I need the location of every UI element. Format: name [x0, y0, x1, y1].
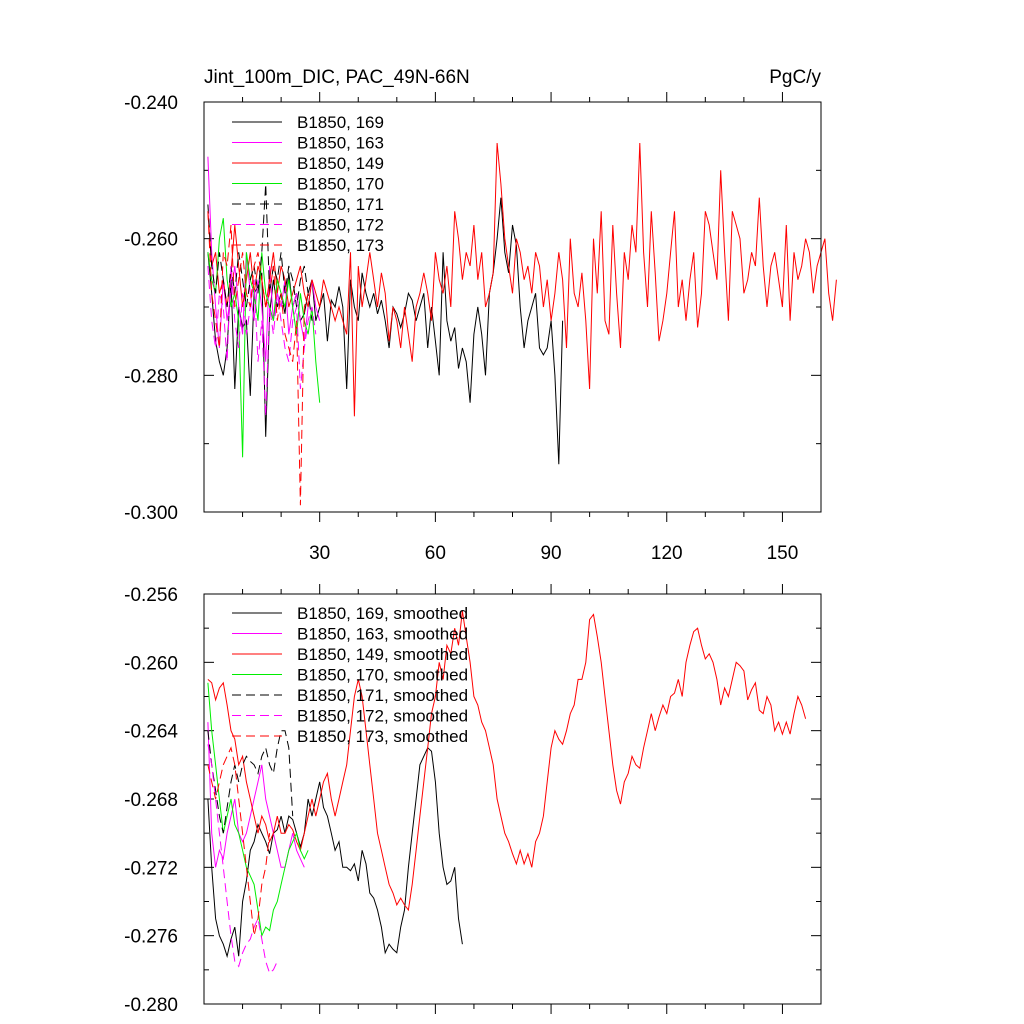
y-tick-label: -0.272 [124, 858, 178, 879]
legend-label: B1850, 171 [297, 195, 384, 214]
top-chart-units: PgC/y [769, 67, 821, 88]
legend-label: B1850, 172 [297, 216, 384, 235]
bottom-plot-frame [203, 593, 822, 1005]
legend-label: B1850, 163, smoothed [297, 625, 468, 644]
bottom-panel: -0.280 -0.276 -0.272 -0.268 -0.264 -0.260 -0.2… [124, 584, 822, 1016]
legend-label: B1850, 170 [297, 175, 384, 194]
top-chart-title: Jint_100m_DIC, PAC_49N-66N [204, 67, 470, 88]
top-panel: Jint_100m_DIC, PAC_49N-66N PgC/y -0.300 -… [124, 67, 837, 564]
series-line-7 [207, 746, 271, 936]
series-line-5 [207, 730, 294, 834]
x-tick-label: 30 [309, 543, 330, 564]
legend-label: B1850, 149, smoothed [297, 645, 468, 664]
legend-label: B1850, 171, smoothed [297, 686, 468, 705]
x-tick-label: 120 [651, 543, 683, 564]
x-tick-label: 90 [540, 543, 561, 564]
legend-label: B1850, 173, smoothed [297, 727, 468, 746]
x-tick-label: 60 [425, 543, 446, 564]
y-tick-label: -0.264 [124, 722, 178, 743]
series-line-1 [207, 197, 564, 465]
legend-label: B1850, 170, smoothed [297, 666, 468, 685]
series-line-7 [207, 211, 309, 506]
legend-label: B1850, 172, smoothed [297, 707, 468, 726]
series-line-4 [207, 682, 309, 938]
series-line-3 [207, 142, 837, 417]
x-tick-label: 150 [767, 543, 799, 564]
series-line-1 [207, 746, 463, 959]
series-line-5 [207, 183, 313, 321]
y-tick-label: -0.280 [124, 995, 178, 1016]
y-tick-label: -0.260 [124, 230, 178, 251]
y-tick-label: -0.300 [124, 503, 178, 524]
top-plot-frame [203, 101, 822, 513]
legend-label: B1850, 169, smoothed [297, 604, 468, 623]
series-line-6 [207, 265, 317, 417]
legend-label: B1850, 149 [297, 154, 384, 173]
legend-label: B1850, 169 [297, 113, 384, 132]
y-tick-label: -0.240 [124, 93, 178, 114]
y-tick-label: -0.256 [124, 585, 178, 606]
series-line-6 [207, 744, 278, 975]
series-line-2 [207, 156, 321, 362]
y-tick-label: -0.268 [124, 790, 178, 811]
legend-label: B1850, 173 [297, 236, 384, 255]
series-line-4 [207, 218, 321, 458]
legend-label: B1850, 163 [297, 134, 384, 153]
series-line-3 [207, 611, 807, 912]
y-tick-label: -0.276 [124, 927, 178, 948]
y-tick-label: -0.280 [124, 366, 178, 387]
y-tick-label: -0.260 [124, 653, 178, 674]
